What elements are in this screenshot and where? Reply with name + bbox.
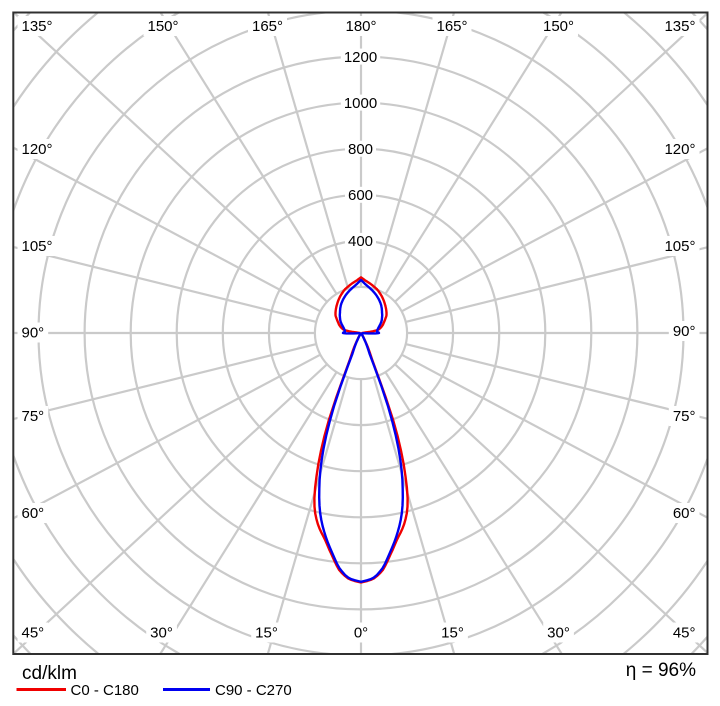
- svg-text:600: 600: [348, 187, 373, 204]
- svg-text:30°: 30°: [150, 625, 173, 642]
- svg-text:165°: 165°: [252, 18, 283, 35]
- svg-text:η = 96%: η = 96%: [626, 660, 696, 681]
- svg-text:C90 - C270: C90 - C270: [215, 682, 292, 699]
- svg-text:45°: 45°: [673, 625, 696, 642]
- svg-text:135°: 135°: [664, 18, 695, 35]
- svg-text:120°: 120°: [22, 141, 53, 158]
- svg-text:90°: 90°: [673, 323, 696, 340]
- svg-text:135°: 135°: [22, 18, 53, 35]
- svg-text:15°: 15°: [255, 625, 278, 642]
- svg-text:75°: 75°: [673, 408, 696, 425]
- svg-text:120°: 120°: [664, 141, 695, 158]
- svg-text:75°: 75°: [22, 408, 45, 425]
- svg-text:90°: 90°: [22, 325, 45, 342]
- svg-text:0°: 0°: [354, 625, 368, 642]
- svg-text:45°: 45°: [22, 625, 45, 642]
- svg-text:1000: 1000: [344, 95, 377, 112]
- svg-text:60°: 60°: [673, 505, 696, 522]
- svg-text:800: 800: [348, 141, 373, 158]
- svg-text:60°: 60°: [22, 505, 45, 522]
- svg-text:C0 - C180: C0 - C180: [71, 682, 139, 699]
- svg-text:180°: 180°: [345, 18, 376, 35]
- svg-text:30°: 30°: [547, 625, 570, 642]
- svg-text:cd/klm: cd/klm: [22, 663, 77, 684]
- svg-text:150°: 150°: [543, 18, 574, 35]
- svg-text:15°: 15°: [441, 625, 464, 642]
- svg-text:105°: 105°: [22, 238, 53, 255]
- svg-text:105°: 105°: [664, 238, 695, 255]
- svg-text:165°: 165°: [436, 18, 467, 35]
- svg-text:1200: 1200: [344, 49, 377, 66]
- svg-text:400: 400: [348, 233, 373, 250]
- svg-text:150°: 150°: [147, 18, 178, 35]
